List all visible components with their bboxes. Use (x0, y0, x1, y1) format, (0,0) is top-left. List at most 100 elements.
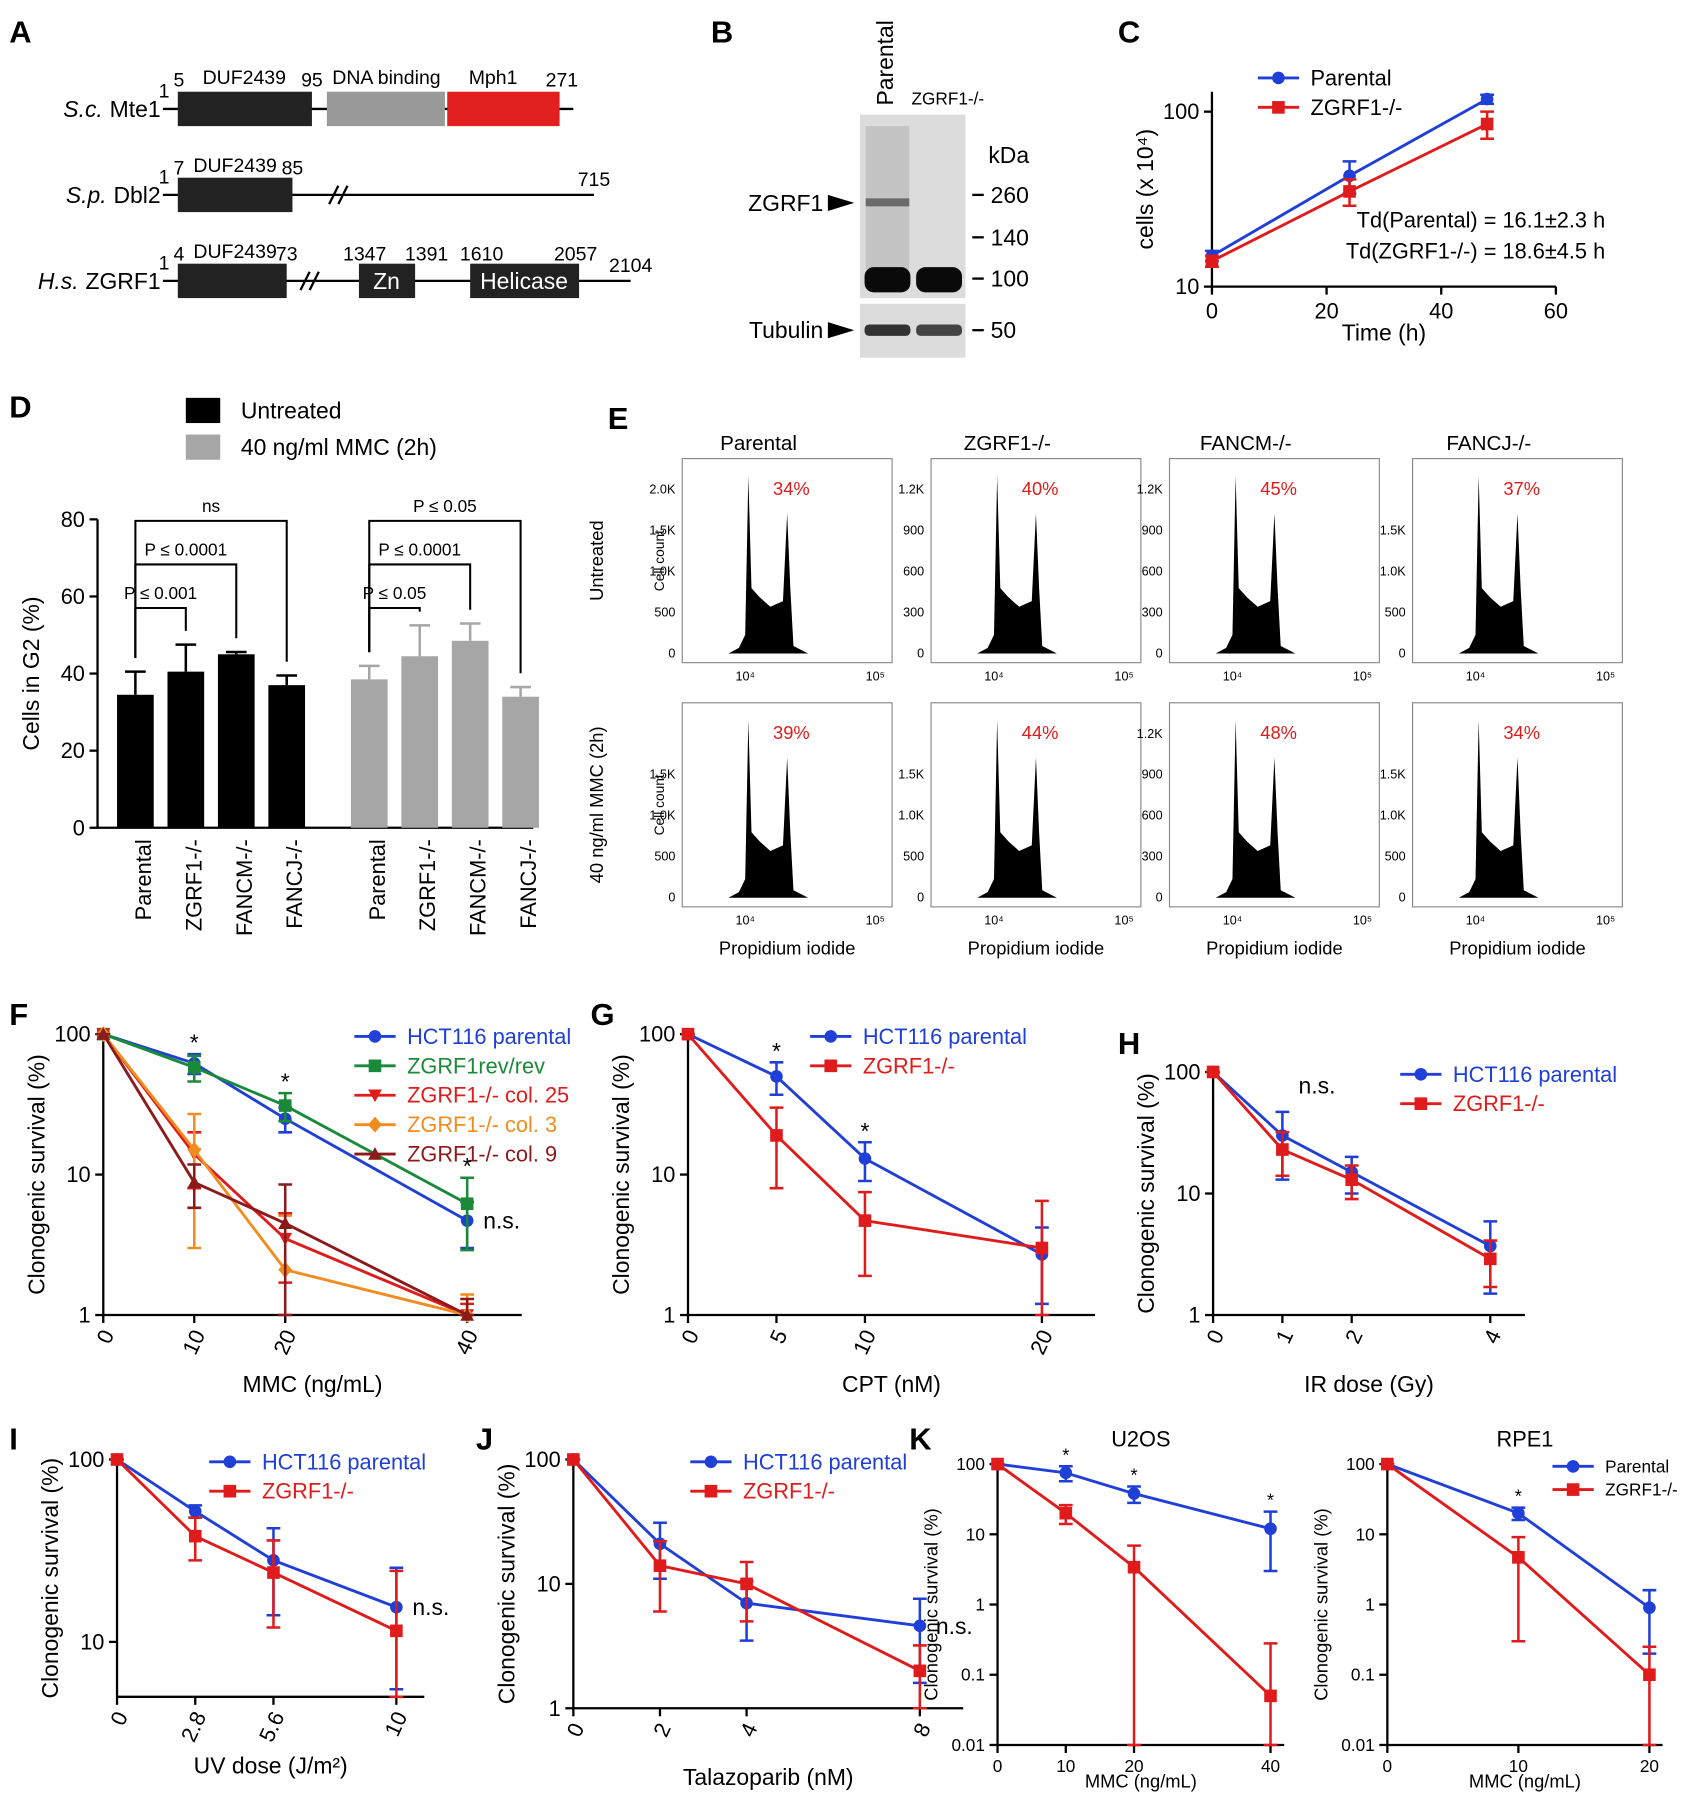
y-tick-label: 10 (651, 1162, 675, 1187)
y-tick-label: 1.0K (1380, 809, 1407, 823)
y-tick-label: 100 (639, 1022, 675, 1047)
significance-label: P ≤ 0.0001 (144, 540, 227, 560)
residue: 1 (159, 81, 170, 103)
marker (1272, 71, 1285, 85)
domain (358, 263, 416, 299)
marker (368, 1147, 382, 1160)
y-tick-label: 100 (1346, 1454, 1375, 1474)
domain (447, 91, 560, 127)
histogram-frame (1412, 458, 1623, 664)
y-tick-label: 10 (966, 1524, 985, 1544)
y-tick-label: 0.1 (1351, 1665, 1375, 1685)
series-line (996, 1462, 1272, 1697)
domain (177, 263, 287, 299)
panel-b: B Parental ZGRF1-/- kDa 260 140 100 50 Z… (711, 15, 1029, 358)
marker (1205, 254, 1219, 268)
marker (991, 1457, 1004, 1471)
panel-label: D (9, 390, 31, 425)
bar (217, 654, 255, 828)
residue: 271 (546, 69, 579, 91)
y-tick-label: 1 (1188, 1303, 1200, 1328)
marker (1414, 1097, 1428, 1110)
x-axis-label: MMC (ng/mL) (243, 1371, 383, 1397)
marker-label: 260 (991, 182, 1029, 208)
percent-label: 40% (1022, 478, 1059, 499)
marker (1272, 101, 1285, 114)
y-axis-label: Cell count (652, 774, 667, 835)
marker (187, 1175, 202, 1189)
marker (188, 1529, 202, 1543)
series-line (572, 1458, 921, 1673)
x-axis-label: MMC (ng/mL) (1469, 1771, 1581, 1792)
y-tick-label: 10 (537, 1571, 561, 1596)
x-tick-label: FANCJ-/- (282, 839, 307, 928)
percent-label: 34% (773, 478, 810, 499)
histogram-frame (930, 458, 1142, 664)
y-tick-label: 1.0K (649, 565, 676, 579)
panel-label: A (9, 15, 31, 50)
panel-label: B (711, 15, 733, 50)
chart-title: RPE1 (1497, 1426, 1554, 1451)
y-tick-label: 20 (61, 738, 85, 763)
domain (177, 177, 293, 213)
marker (1127, 1560, 1141, 1574)
significance-label: P ≤ 0.0001 (378, 540, 461, 560)
annotation: * (281, 1069, 290, 1095)
x-tick-label: 0 (1206, 299, 1218, 324)
marker (278, 1216, 293, 1230)
series-line (1212, 1070, 1491, 1248)
annotation: * (1062, 1444, 1069, 1465)
panel-label: C (1118, 15, 1140, 50)
legend-label: ZGRF1-/- (1311, 95, 1403, 120)
legend-label: ZGRF1rev/rev (407, 1053, 545, 1078)
marker (1483, 1252, 1497, 1266)
marker (770, 1070, 783, 1083)
domain-label: DNA binding (332, 67, 440, 89)
y-tick-label: 0 (917, 891, 924, 905)
annotation: * (860, 1118, 869, 1144)
y-tick-label: 0.01 (1341, 1735, 1374, 1755)
x-tick-label: 10⁵ (1353, 914, 1372, 928)
marker-label: 50 (991, 317, 1016, 343)
domain-label: Mph1 (469, 67, 518, 89)
panel-label: G (591, 997, 615, 1032)
series-line (102, 1033, 468, 1317)
gene: ZGRF1 (86, 268, 161, 294)
panel-label: E (608, 401, 629, 436)
significance-label: ns (202, 496, 220, 516)
y-tick-label: 2.0K (649, 483, 676, 497)
error-bar (769, 1106, 784, 1190)
percent-label: 48% (1260, 722, 1297, 743)
x-tick-label: Parental (365, 839, 390, 920)
residue: 1 (159, 167, 170, 189)
y-tick-label: 1.5K (649, 768, 676, 782)
marker (1264, 1522, 1277, 1536)
y-axis-label: Clonogenic survival (%) (23, 1054, 49, 1295)
histogram (977, 720, 1057, 898)
y-tick-label: 1 (549, 1696, 561, 1721)
series-line (1212, 1071, 1491, 1261)
error-bar (125, 670, 146, 695)
marker (460, 1197, 474, 1211)
y-tick-label: 1.0K (1380, 565, 1407, 579)
significance-label: P ≤ 0.001 (124, 583, 197, 603)
chart-title: U2OS (1111, 1426, 1170, 1451)
y-axis-label: Clonogenic survival (%) (37, 1458, 63, 1699)
annotation: * (1267, 1490, 1274, 1511)
y-tick-label: 100 (524, 1447, 560, 1472)
legend-swatch (185, 397, 221, 424)
y-tick-label: 1.0K (649, 809, 676, 823)
bar (451, 640, 489, 828)
marker (390, 1624, 403, 1638)
y-tick-label: 10 (1176, 1181, 1200, 1206)
y-axis-label: Cell count (652, 530, 667, 591)
y-tick-label: 0.01 (951, 1735, 984, 1755)
marker (223, 1455, 237, 1469)
y-tick-label: 40 (61, 661, 85, 686)
species: S.c. (63, 96, 102, 122)
domain-label: Zn (373, 268, 400, 294)
series-line (687, 1032, 1043, 1256)
y-tick-label: 1.2K (898, 483, 925, 497)
domain-label: Helicase (480, 268, 568, 294)
marker (110, 1453, 124, 1466)
